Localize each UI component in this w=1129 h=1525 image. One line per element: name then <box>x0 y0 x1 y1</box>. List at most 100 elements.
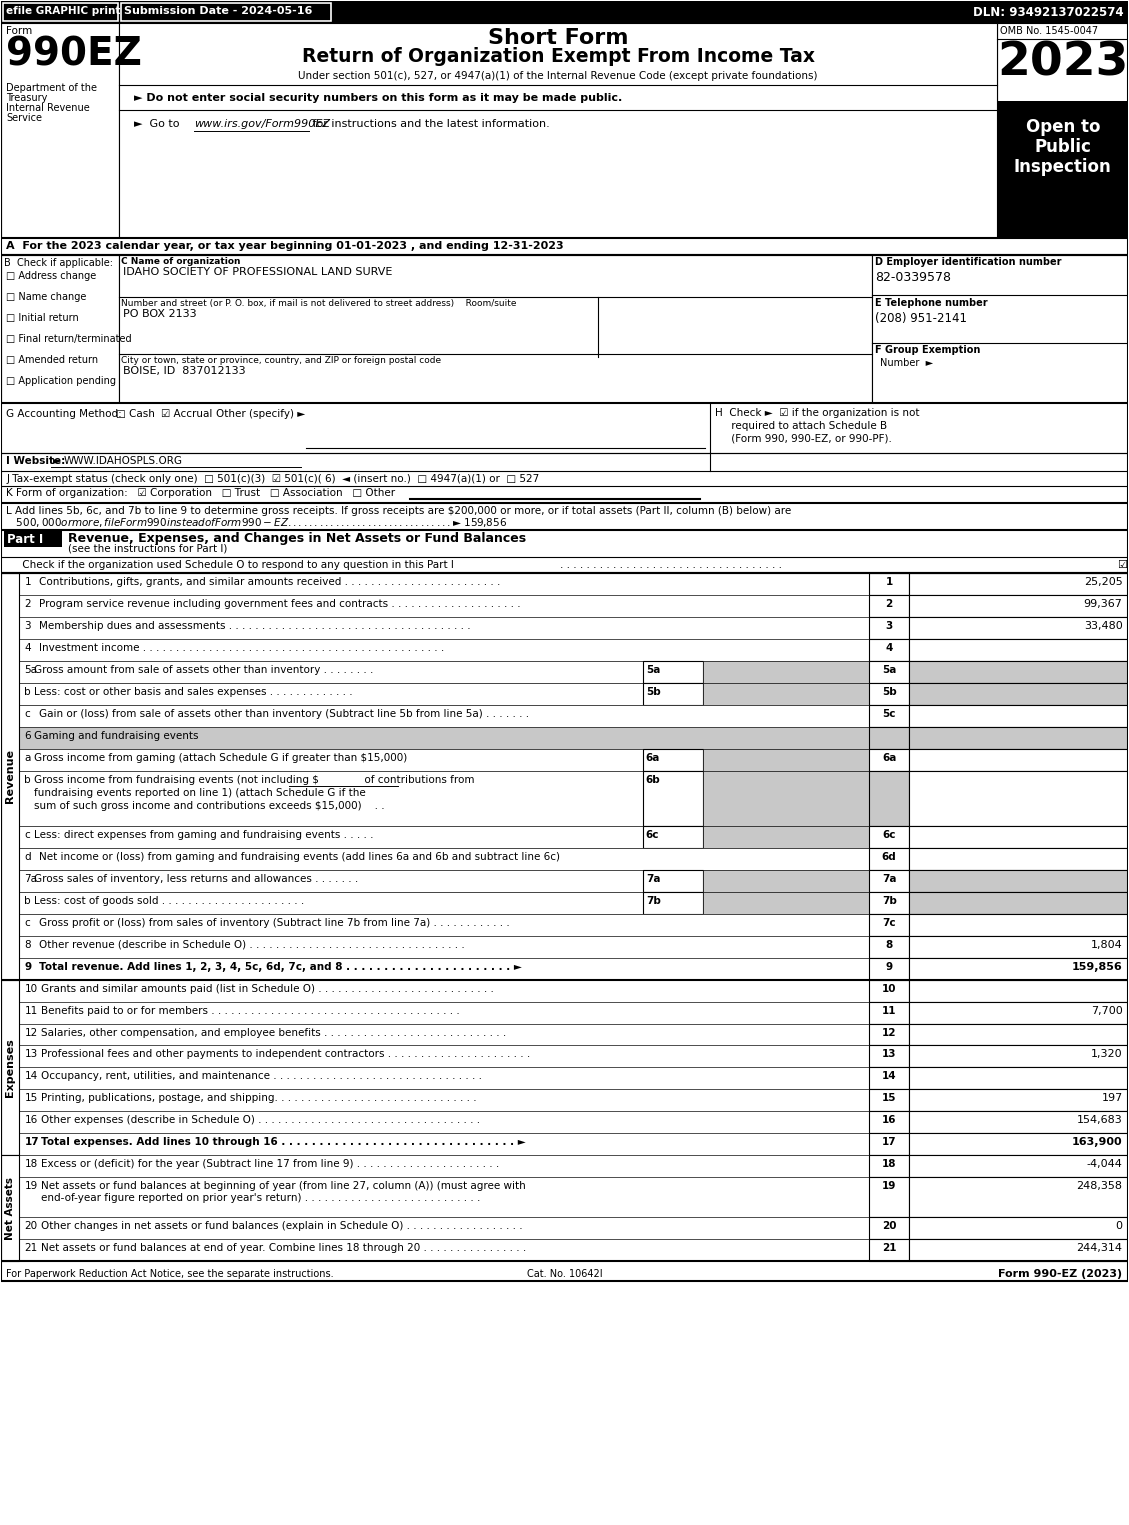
Text: F Group Exemption: F Group Exemption <box>875 345 981 355</box>
Bar <box>19 1112 869 1133</box>
Bar <box>909 573 1128 595</box>
Text: 6c: 6c <box>883 830 896 840</box>
Bar <box>19 848 869 869</box>
Bar <box>642 662 702 683</box>
Text: 15: 15 <box>25 1093 37 1104</box>
Bar <box>909 1133 1128 1156</box>
Bar <box>869 936 909 958</box>
Bar <box>909 1068 1128 1089</box>
Text: H  Check ►  ☑ if the organization is not: H Check ► ☑ if the organization is not <box>715 407 919 418</box>
Bar <box>909 892 1128 913</box>
Bar <box>19 892 869 913</box>
Bar <box>19 979 869 1002</box>
Bar <box>869 1133 909 1156</box>
Text: Cat. No. 10642I: Cat. No. 10642I <box>527 1269 603 1279</box>
Bar <box>702 827 869 848</box>
Text: 9: 9 <box>25 962 32 971</box>
Text: I Website:: I Website: <box>7 456 65 465</box>
Bar <box>869 892 909 913</box>
Text: sum of such gross income and contributions exceeds $15,000)    . .: sum of such gross income and contributio… <box>34 801 385 811</box>
Bar <box>909 662 1128 683</box>
Text: 7b: 7b <box>646 895 660 906</box>
Bar <box>869 958 909 979</box>
Bar <box>909 1023 1128 1046</box>
Text: 9: 9 <box>885 962 893 971</box>
Text: 20: 20 <box>882 1222 896 1231</box>
Text: 25,205: 25,205 <box>1084 578 1122 587</box>
Text: end-of-year figure reported on prior year's return) . . . . . . . . . . . . . . : end-of-year figure reported on prior yea… <box>42 1193 481 1203</box>
Text: 19: 19 <box>882 1182 896 1191</box>
Bar <box>873 255 1128 403</box>
Bar <box>19 683 642 705</box>
Bar <box>121 3 331 21</box>
Text: 17: 17 <box>25 1138 40 1147</box>
Bar <box>1 2 1128 1281</box>
Text: b: b <box>25 895 30 906</box>
Bar <box>909 1217 1128 1240</box>
Text: E Telephone number: E Telephone number <box>875 297 988 308</box>
Bar <box>19 683 869 705</box>
Text: 16: 16 <box>25 1115 37 1125</box>
Bar <box>642 749 702 772</box>
Bar <box>909 1112 1128 1133</box>
Bar <box>909 595 1128 618</box>
Bar <box>19 618 869 639</box>
Bar <box>19 892 642 913</box>
Text: 6c: 6c <box>646 830 659 840</box>
Text: 154,683: 154,683 <box>1077 1115 1122 1125</box>
Text: 82-0339578: 82-0339578 <box>875 271 952 284</box>
Bar <box>5 531 62 547</box>
Bar <box>19 1089 869 1112</box>
Text: 2: 2 <box>25 599 30 610</box>
Bar <box>909 639 1128 662</box>
Text: 18: 18 <box>882 1159 896 1170</box>
Text: a: a <box>25 753 30 762</box>
Text: 14: 14 <box>25 1072 37 1081</box>
Text: 159,856: 159,856 <box>1071 962 1122 971</box>
Bar <box>702 892 869 913</box>
Text: efile GRAPHIC print: efile GRAPHIC print <box>7 6 121 17</box>
Bar <box>19 1217 869 1240</box>
Text: □ Application pending: □ Application pending <box>7 375 116 386</box>
Text: 6a: 6a <box>882 753 896 762</box>
Bar <box>19 639 869 662</box>
Text: Net assets or fund balances at beginning of year (from line 27, column (A)) (mus: Net assets or fund balances at beginning… <box>42 1182 526 1191</box>
Text: Internal Revenue: Internal Revenue <box>7 104 90 113</box>
Text: □ Address change: □ Address change <box>7 271 97 281</box>
Text: (Form 990, 990-EZ, or 990-PF).: (Form 990, 990-EZ, or 990-PF). <box>715 433 892 444</box>
Bar <box>19 1023 869 1046</box>
Text: $500,000 or more, file Form 990 instead of Form 990-EZ . . . . . . . . . . . . .: $500,000 or more, file Form 990 instead … <box>7 517 508 529</box>
Bar <box>702 869 869 892</box>
Text: J Tax-exempt status (check only one)  □ 501(c)(3)  ☑ 501(c)( 6)  ◄ (insert no.) : J Tax-exempt status (check only one) □ 5… <box>7 474 540 483</box>
Text: OMB No. 1545-0047: OMB No. 1545-0047 <box>1000 26 1099 37</box>
Text: b: b <box>25 688 30 697</box>
Text: 6d: 6d <box>882 852 896 862</box>
Bar <box>869 1156 909 1177</box>
Bar <box>909 749 1128 772</box>
Bar <box>1 403 710 453</box>
Bar <box>869 913 909 936</box>
Text: □ Final return/terminated: □ Final return/terminated <box>7 334 132 343</box>
Text: Net income or (loss) from gaming and fundraising events (add lines 6a and 6b and: Net income or (loss) from gaming and fun… <box>40 852 560 862</box>
Text: Number and street (or P. O. box, if mail is not delivered to street address)    : Number and street (or P. O. box, if mail… <box>121 299 517 308</box>
Text: B  Check if applicable:: B Check if applicable: <box>5 258 113 268</box>
Text: Gross amount from sale of assets other than inventory . . . . . . . .: Gross amount from sale of assets other t… <box>34 665 374 676</box>
Text: 12: 12 <box>25 1028 37 1037</box>
Text: Occupancy, rent, utilities, and maintenance . . . . . . . . . . . . . . . . . . : Occupancy, rent, utilities, and maintena… <box>42 1072 482 1081</box>
Bar <box>19 595 869 618</box>
Text: 5a: 5a <box>882 665 896 676</box>
Text: Public: Public <box>1034 139 1092 156</box>
Bar <box>869 1177 909 1217</box>
Bar <box>19 573 869 595</box>
Text: 2: 2 <box>885 599 893 610</box>
Text: DLN: 93492137022574: DLN: 93492137022574 <box>973 6 1123 20</box>
Bar <box>909 1046 1128 1068</box>
Bar <box>642 772 702 827</box>
Bar <box>869 639 909 662</box>
Bar <box>1 255 1128 403</box>
Bar <box>869 1023 909 1046</box>
Text: 5a: 5a <box>25 665 37 676</box>
Text: 6: 6 <box>25 730 30 741</box>
Bar <box>869 827 909 848</box>
Text: A  For the 2023 calendar year, or tax year beginning 01-01-2023 , and ending 12-: A For the 2023 calendar year, or tax yea… <box>7 241 564 252</box>
